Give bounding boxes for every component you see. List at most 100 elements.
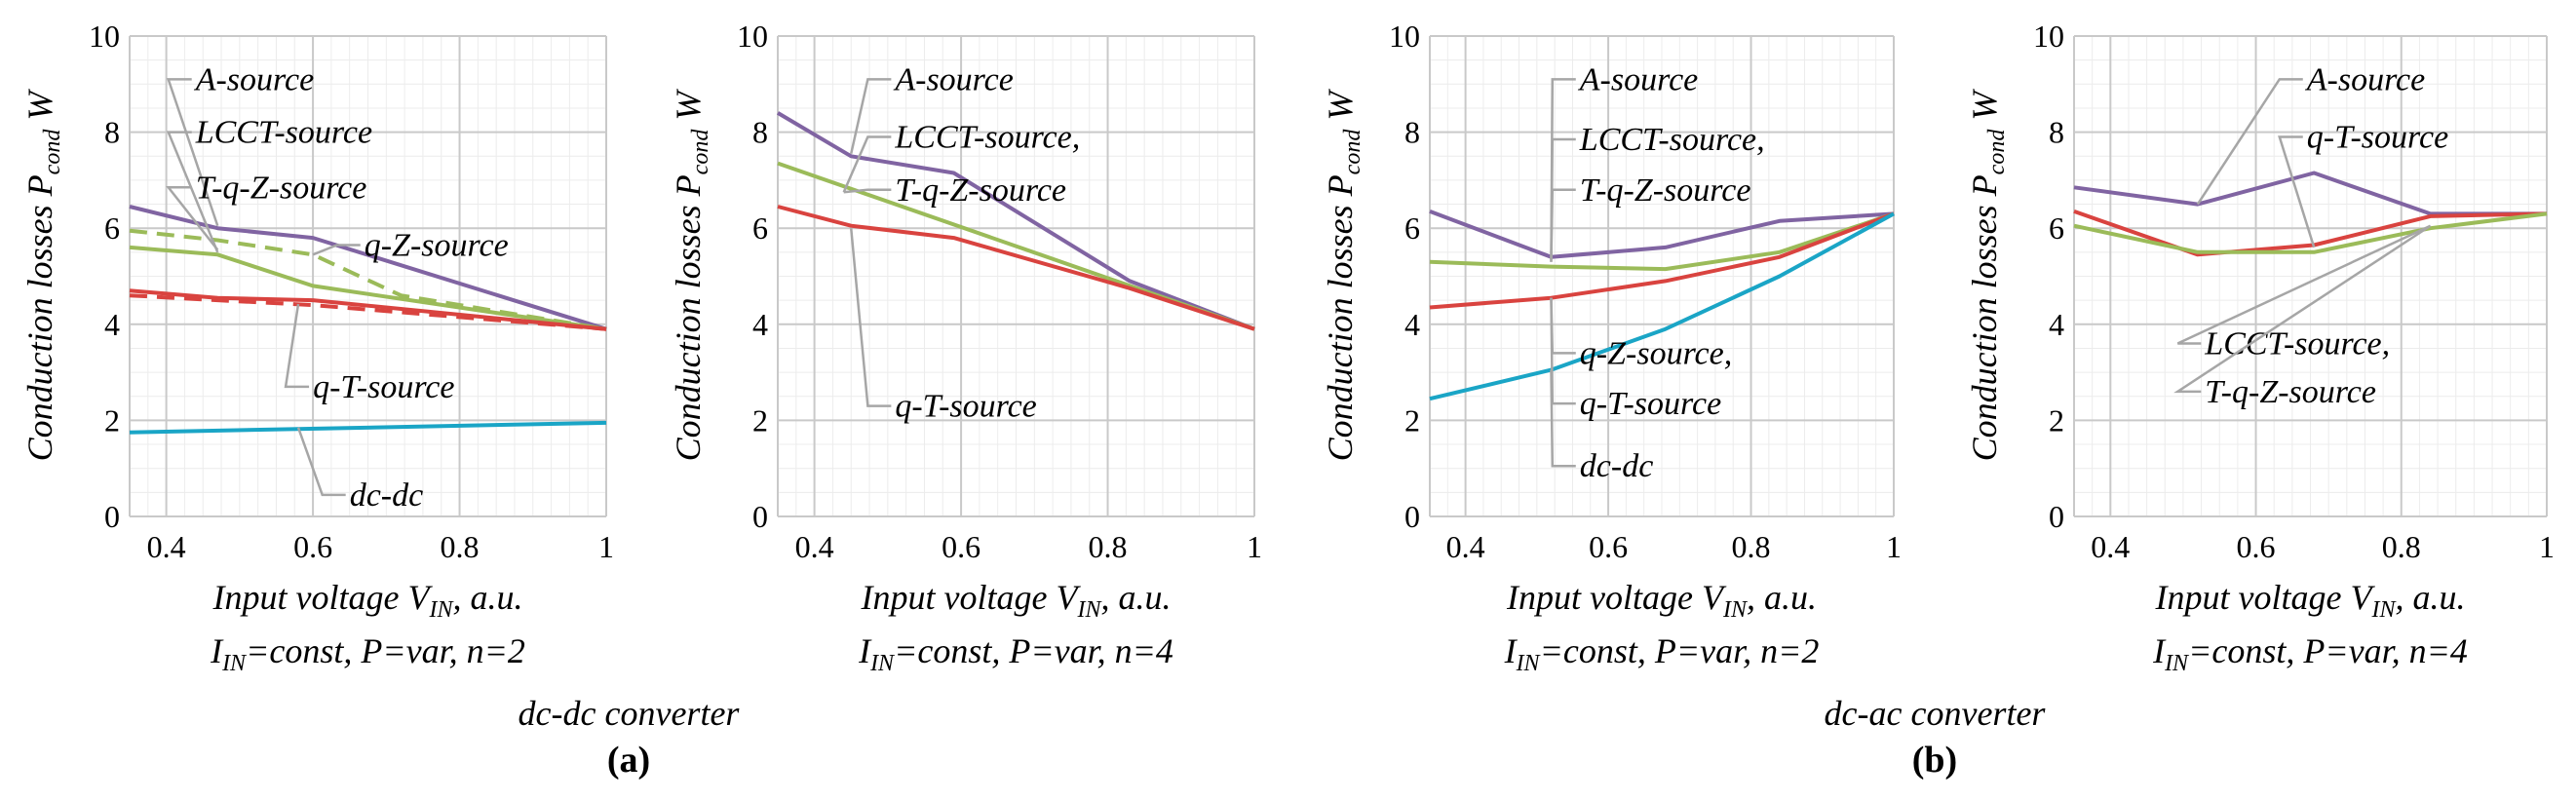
y-tick-label: 8: [752, 115, 768, 150]
x-tick-label: 0.8: [441, 529, 480, 564]
condition-text: =const, P=var, n=4: [894, 631, 1173, 670]
y-axis-title-main: Conduction losses P: [1321, 174, 1360, 461]
chart-1: 0 2 4 6 8 10 0.4 0.6 0.8 1 A-source LCCT-source T-q-…: [20, 19, 614, 676]
callout-label: LCCT-source: [195, 115, 372, 151]
callout-leader: [296, 427, 346, 497]
x-axis-title-main: Input voltage V: [2155, 578, 2376, 617]
callout-label: T-q-Z-source: [895, 172, 1066, 209]
series-line-dc-dc: [1429, 211, 1895, 401]
x-tick-label: 0.4: [147, 529, 186, 564]
y-tick-label: 8: [104, 115, 120, 150]
charts-group: 0 2 4 6 8 10 0.4 0.6 0.8 1 A-source LCCT-source T-q-…: [20, 19, 2555, 676]
y-axis-title: Conduction losses Pcond W: [1321, 89, 1365, 462]
x-axis-title-subscript: IN: [1722, 597, 1749, 623]
callout-leader: [284, 303, 310, 389]
callout-leader: [850, 78, 892, 155]
y-tick-label: 6: [752, 210, 768, 246]
x-tick-label: 0.6: [2237, 529, 2276, 564]
callout-label: A-source: [2305, 61, 2425, 97]
y-axis-title-subscript: cond: [1340, 129, 1365, 175]
callout-label: q-Z-source: [365, 227, 509, 263]
callout-leader: [2196, 78, 2303, 206]
callout-label: q-Z-source,: [1580, 335, 1732, 371]
condition-text: =const, P=var, n=2: [1540, 631, 1820, 670]
operating-condition: IIN=const, P=var, n=2: [210, 631, 525, 676]
callout-label: A-source: [893, 61, 1013, 97]
callout-label: q-T-source: [313, 369, 454, 405]
operating-condition: IIN=const, P=var, n=2: [1504, 631, 1820, 676]
y-tick-label: 0: [1404, 499, 1420, 534]
x-axis-title-main: Input voltage V: [1506, 578, 1727, 617]
chart-3: 0 2 4 6 8 10 0.4 0.6 0.8 1 A-source LCCT-source, T-q…: [1321, 19, 1902, 676]
callout-leader: [1550, 369, 1576, 468]
x-axis-title: Input voltage VIN, a.u.: [1506, 578, 1817, 623]
x-axis-title-subscript: IN: [428, 597, 454, 623]
x-axis-title: Input voltage VIN, a.u.: [2155, 578, 2466, 623]
callout-label: LCCT-source,: [2204, 326, 2390, 362]
callout-label: dc-dc: [1580, 448, 1654, 484]
callout-leader: [2278, 135, 2316, 248]
y-tick-label: 0: [752, 499, 768, 534]
callout-leader: [842, 135, 892, 193]
y-tick-label: 10: [1389, 19, 1420, 54]
annotations: A-source q-T-source LCCT-source, T-q-Z-sour…: [2173, 61, 2448, 410]
callout-label: LCCT-source,: [1579, 122, 1765, 158]
y-axis-title: Conduction losses Pcond W: [20, 89, 65, 462]
callout-label: LCCT-source,: [894, 120, 1080, 156]
series-line-lcct-source-t-q-z-source: [1429, 211, 1895, 310]
panel-label-a: (a): [607, 740, 650, 781]
y-tick-label: 6: [1404, 210, 1420, 246]
x-tick-label: 0.4: [2091, 529, 2130, 564]
x-axis-title-unit: , a.u.: [452, 578, 522, 617]
y-tick-label: 10: [737, 19, 768, 54]
x-axis-title: Input voltage VIN, a.u.: [861, 578, 1172, 623]
x-axis-title-unit: , a.u.: [1100, 578, 1171, 617]
annotations: A-source LCCT-source, T-q-Z-source q-T-sour…: [842, 61, 1080, 425]
callout-leader: [2173, 224, 2432, 394]
series-line-a-source: [1429, 210, 1895, 259]
annotations: A-source LCCT-source T-q-Z-source q-Z-sourc…: [166, 61, 509, 514]
gridlines: [1429, 35, 1895, 517]
series-group: [129, 205, 607, 435]
y-tick-label: 2: [104, 402, 120, 438]
x-tick-label: 0.4: [795, 529, 834, 564]
x-tick-label: 1: [598, 529, 614, 564]
x-axis-title-unit: , a.u.: [2395, 578, 2465, 617]
y-axis-title-main: Conduction losses P: [1965, 174, 2004, 461]
x-axis-title: Input voltage VIN, a.u.: [212, 578, 523, 623]
condition-current: I: [1504, 631, 1519, 670]
y-tick-label: 2: [752, 402, 768, 438]
x-tick-label: 0.6: [942, 529, 980, 564]
y-tick-label: 8: [1404, 115, 1420, 150]
y-tick-label: 2: [2049, 402, 2064, 438]
condition-current: I: [858, 631, 872, 670]
y-tick-label: 4: [752, 307, 768, 342]
x-tick-label: 0.6: [293, 529, 332, 564]
callout-label: q-T-source: [2307, 120, 2448, 156]
series-line-dc-dc: [129, 420, 607, 435]
series-line-a-source: [776, 111, 1255, 331]
gridlines: [2073, 35, 2548, 517]
y-tick-label: 0: [104, 499, 120, 534]
callout-leader: [843, 188, 892, 194]
y-axis-title-subscript: cond: [688, 129, 713, 175]
series-line-q-t-source: [129, 288, 607, 331]
series-line-q-t-source: [777, 205, 1255, 331]
y-axis-title-main: Conduction losses P: [669, 174, 708, 461]
chart-2: 0 2 4 6 8 10 0.4 0.6 0.8 1 A-source LCCT-source, T-q…: [669, 19, 1262, 676]
y-tick-label: 10: [2033, 19, 2064, 54]
y-axis-title-unit: W: [1321, 89, 1360, 130]
chart-4: 0 2 4 6 8 10 0.4 0.6 0.8 1 A-source q-T-source LCCT-…: [1965, 19, 2555, 676]
operating-condition: IIN=const, P=var, n=4: [2152, 631, 2468, 676]
callout-label: T-q-Z-source: [196, 170, 367, 206]
converter-label-dcac: dc-ac converter: [1825, 694, 2047, 733]
series-line-q-t-source-dashed: [129, 293, 607, 331]
callout-label: q-T-source: [1580, 386, 1721, 422]
callout-leader: [1550, 188, 1576, 262]
y-tick-label: 6: [104, 210, 120, 246]
y-tick-label: 6: [2049, 210, 2064, 246]
x-axis-title-main: Input voltage V: [861, 578, 1082, 617]
y-tick-label: 4: [2049, 307, 2064, 342]
y-axis-title-unit: W: [20, 89, 59, 130]
